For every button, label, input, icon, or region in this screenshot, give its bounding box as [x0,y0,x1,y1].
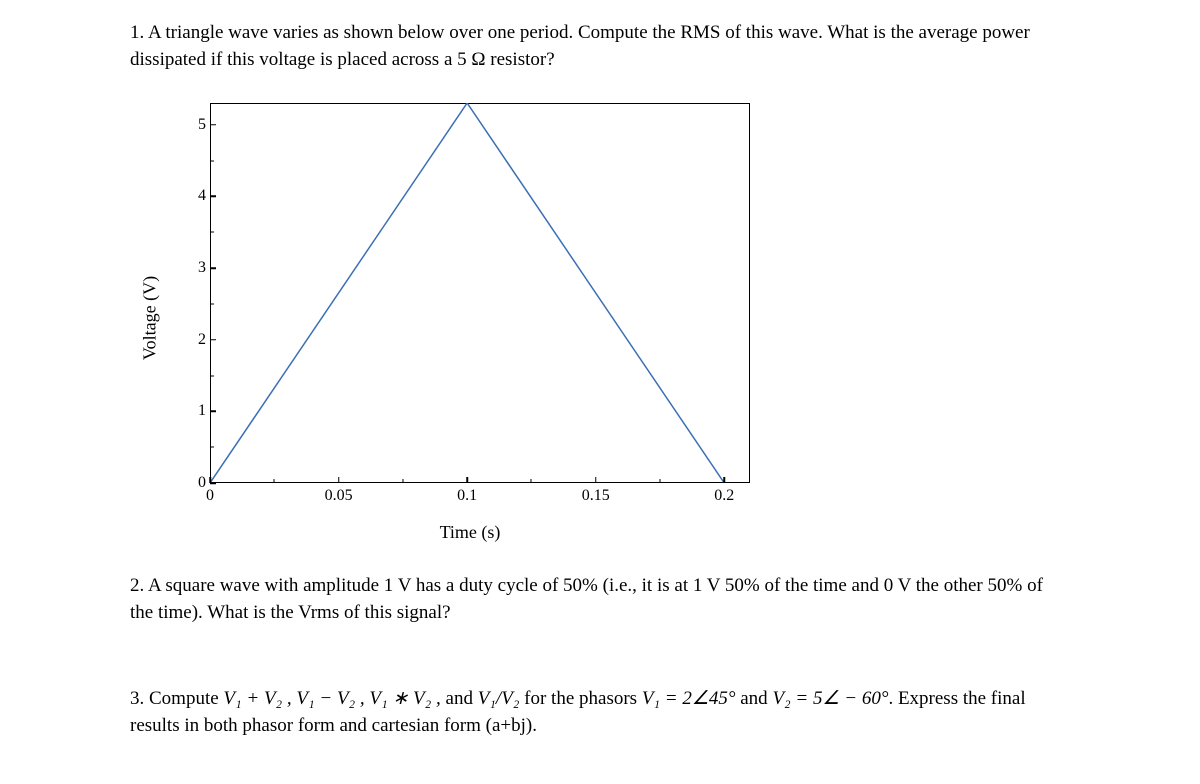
x-minor-tick-mark [660,479,661,483]
x-minor-tick-mark [402,479,403,483]
y-tick-label: 0 [198,474,206,492]
problem-2: 2. A square wave with amplitude 1 V has … [130,573,1070,626]
x-tick-label: 0 [206,487,214,505]
y-tick-label: 4 [198,187,206,205]
problem-2-text: 2. A square wave with amplitude 1 V has … [130,575,1043,623]
y-minor-tick-mark [210,375,214,376]
y-tick-mark [210,196,216,198]
triangle-wave-chart: Voltage (V) 01234500.050.10.150.2 Time (… [150,93,790,543]
x-tick-label: 0.2 [714,487,734,505]
y-minor-tick-mark [210,160,214,161]
problem-3-prefix: 3. Compute [130,688,223,709]
y-minor-tick-mark [210,303,214,304]
x-tick-label: 0.15 [582,487,610,505]
x-tick-label: 0.1 [457,487,477,505]
y-tick-mark [210,411,216,413]
y-tick-mark [210,267,216,269]
problem-1: 1. A triangle wave varies as shown below… [130,20,1070,73]
x-tick-label: 0.05 [325,487,353,505]
problem-3-expr4: V₂ = 5∠ − 60° [772,688,888,709]
x-tick-mark [724,477,726,483]
y-tick-mark [210,339,216,341]
x-tick-mark [338,477,340,483]
problem-3-mid2: for the phasors [519,688,641,709]
x-minor-tick-mark [531,479,532,483]
problem-3-expr2: V₁/V₂ [478,688,520,709]
y-minor-tick-mark [210,232,214,233]
y-tick-label: 2 [198,331,206,349]
y-tick-mark [210,124,216,126]
y-axis-label: Voltage (V) [140,276,161,360]
problem-3-mid: and [441,688,478,709]
x-tick-mark [595,477,597,483]
y-tick-label: 1 [198,402,206,420]
problem-3-mid3: and [736,688,773,709]
problem-3: 3. Compute V₁ + V₂ , V₁ − V₂ , V₁ ∗ V₂ ,… [130,686,1070,739]
problem-1-text: 1. A triangle wave varies as shown below… [130,22,1030,70]
wave-line [210,103,750,483]
x-tick-mark [209,477,211,483]
problem-3-expr1: V₁ + V₂ , V₁ − V₂ , V₁ ∗ V₂ , [223,688,440,709]
x-axis-label: Time (s) [440,522,501,543]
y-tick-label: 5 [198,116,206,134]
problem-3-expr3: V₁ = 2∠45° [642,688,736,709]
x-minor-tick-mark [274,479,275,483]
y-minor-tick-mark [210,447,214,448]
x-tick-mark [466,477,468,483]
y-tick-mark [210,482,216,484]
y-tick-label: 3 [198,259,206,277]
